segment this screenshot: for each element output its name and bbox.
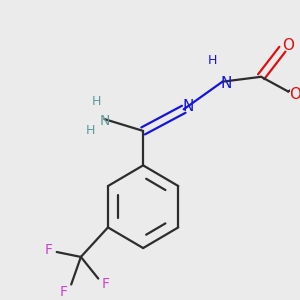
Text: F: F (102, 278, 110, 292)
Text: H: H (92, 95, 101, 108)
Text: O: O (282, 38, 294, 53)
Text: O: O (289, 87, 300, 102)
Text: N: N (99, 114, 110, 128)
Text: N: N (220, 76, 232, 91)
Text: F: F (45, 243, 53, 257)
Text: F: F (59, 285, 68, 299)
Text: H: H (208, 53, 218, 67)
Text: H: H (86, 124, 96, 137)
Text: N: N (183, 99, 194, 114)
